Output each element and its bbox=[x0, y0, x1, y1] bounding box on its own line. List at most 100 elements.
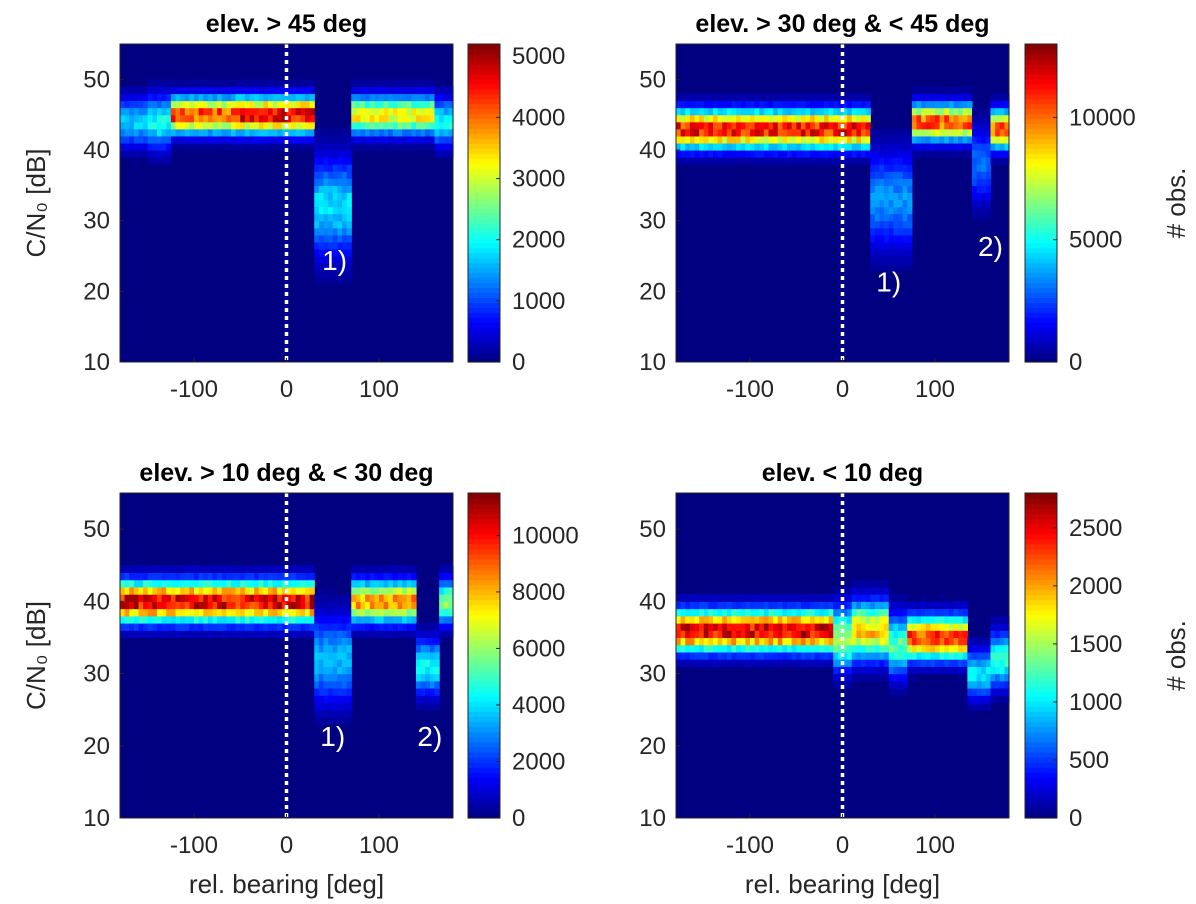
colorbar-step bbox=[1025, 797, 1057, 804]
heatmap-cell bbox=[944, 93, 950, 102]
heatmap-cell bbox=[429, 107, 436, 116]
heatmap-cell bbox=[337, 192, 343, 201]
heatmap-cell bbox=[893, 227, 899, 236]
heatmap-cell bbox=[180, 594, 186, 602]
heatmap-cell bbox=[203, 586, 209, 595]
heatmap-cell bbox=[129, 107, 135, 116]
heatmap-cell bbox=[332, 594, 338, 602]
heatmap-cell bbox=[439, 107, 445, 116]
heatmap-cell bbox=[355, 630, 362, 639]
heatmap-cell bbox=[295, 79, 301, 87]
heatmap-cell bbox=[448, 128, 454, 137]
heatmap-cell bbox=[958, 601, 964, 610]
heatmap-cell bbox=[221, 107, 227, 116]
heatmap-cell bbox=[976, 121, 982, 130]
heatmap-cell bbox=[898, 637, 904, 646]
heatmap-cell bbox=[902, 171, 908, 179]
heatmap-cell bbox=[314, 709, 320, 718]
heatmap-cell bbox=[332, 234, 338, 243]
heatmap-cell bbox=[300, 594, 306, 602]
heatmap-cell bbox=[754, 623, 760, 631]
heatmap-cell bbox=[948, 86, 955, 95]
heatmap-cell bbox=[893, 135, 899, 144]
colorbar-step bbox=[1025, 787, 1057, 794]
heatmap-cell bbox=[263, 623, 269, 631]
heatmap-cell bbox=[291, 121, 297, 130]
heatmap-cell bbox=[235, 630, 241, 639]
heatmap-cell bbox=[842, 673, 848, 682]
heatmap-cell bbox=[902, 206, 908, 215]
colorbar-step bbox=[1025, 706, 1057, 712]
heatmap-cell bbox=[374, 623, 380, 631]
heatmap-cell bbox=[810, 623, 816, 631]
heatmap-cell bbox=[207, 565, 214, 574]
heatmap-cell bbox=[717, 107, 723, 116]
heatmap-cell bbox=[406, 586, 412, 595]
heatmap-cell bbox=[999, 659, 1005, 667]
heatmap-cell bbox=[420, 107, 426, 116]
heatmap-cell bbox=[791, 659, 797, 667]
heatmap-cell bbox=[332, 171, 338, 179]
heatmap-cell bbox=[443, 594, 449, 602]
heatmap-cell bbox=[676, 608, 682, 617]
heatmap-cell bbox=[898, 227, 904, 236]
heatmap-cell bbox=[337, 615, 343, 624]
heatmap-cell bbox=[374, 135, 380, 144]
heatmap-cell bbox=[166, 615, 172, 624]
heatmap-cell bbox=[161, 601, 167, 610]
heatmap-cell bbox=[120, 86, 126, 95]
heatmap-cell bbox=[759, 644, 765, 653]
heatmap-cell bbox=[161, 93, 167, 102]
heatmap-cell bbox=[787, 601, 793, 610]
heatmap-cell bbox=[976, 666, 982, 675]
heatmap-cell bbox=[314, 688, 320, 696]
heatmap-cell bbox=[717, 623, 723, 631]
heatmap-cell bbox=[726, 644, 733, 653]
heatmap-cell bbox=[689, 142, 696, 151]
heatmap-cell bbox=[318, 601, 325, 610]
heatmap-cell bbox=[244, 93, 251, 102]
heatmap-cell bbox=[768, 114, 774, 123]
heatmap-cell bbox=[365, 93, 371, 102]
heatmap-cell bbox=[972, 666, 978, 675]
heatmap-cell bbox=[212, 623, 218, 631]
heatmap-cell bbox=[962, 615, 968, 624]
heatmap-cell bbox=[699, 150, 705, 158]
heatmap-cell bbox=[985, 121, 992, 130]
heatmap-cell bbox=[865, 608, 871, 617]
heatmap-cell bbox=[170, 586, 177, 595]
heatmap-cell bbox=[346, 256, 352, 264]
heatmap-cell bbox=[879, 234, 885, 243]
colorbar-step bbox=[468, 523, 500, 530]
heatmap-cell bbox=[902, 659, 908, 667]
heatmap-cell bbox=[717, 594, 723, 602]
heatmap-cell bbox=[231, 121, 237, 130]
heatmap-cell bbox=[958, 644, 964, 653]
heatmap-cell bbox=[318, 615, 325, 624]
x-tick-label: -100 bbox=[726, 376, 774, 403]
heatmap-cell bbox=[851, 594, 857, 602]
heatmap-cell bbox=[805, 623, 811, 631]
heatmap-cell bbox=[281, 608, 288, 617]
heatmap-cell bbox=[1004, 688, 1010, 696]
heatmap-cell bbox=[685, 594, 691, 602]
colorbar-step bbox=[1025, 242, 1057, 249]
heatmap-cell bbox=[777, 659, 783, 667]
heatmap-cell bbox=[425, 100, 431, 109]
heatmap-cell bbox=[935, 666, 941, 675]
heatmap-cell bbox=[439, 586, 445, 595]
heatmap-cell bbox=[226, 579, 232, 588]
heatmap-cell bbox=[884, 615, 890, 624]
heatmap-cell bbox=[434, 135, 440, 144]
colorbar-step bbox=[468, 297, 500, 303]
colorbar-step bbox=[1025, 83, 1057, 90]
heatmap-cell bbox=[708, 150, 714, 158]
heatmap-cell bbox=[981, 644, 987, 653]
heatmap-cell bbox=[759, 637, 765, 646]
heatmap-cell bbox=[221, 142, 227, 151]
heatmap-cell bbox=[759, 128, 765, 137]
heatmap-cell bbox=[847, 157, 853, 165]
colorbar-step bbox=[468, 812, 500, 819]
heatmap-cell bbox=[962, 623, 968, 631]
